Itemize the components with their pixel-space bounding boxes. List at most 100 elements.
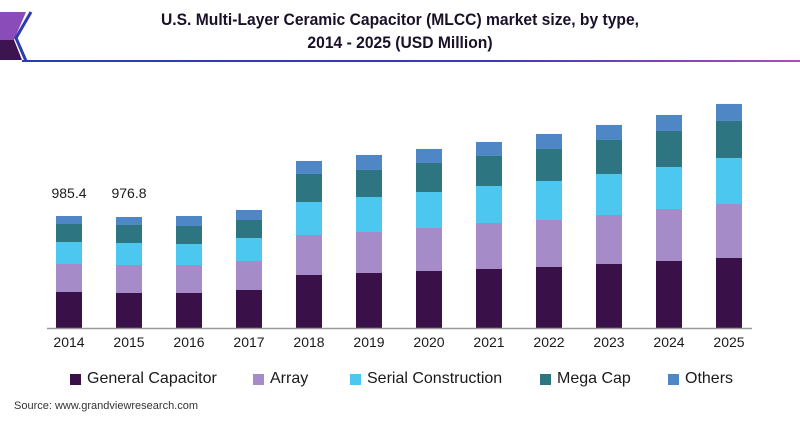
x-tick-label-2025: 2025 [713, 334, 744, 350]
bar-segment-array-2023 [596, 214, 622, 264]
legend-swatch [540, 373, 551, 385]
legend-swatch [668, 373, 679, 385]
bar-segment-others-2023 [596, 124, 622, 140]
bar-segment-array-2014 [56, 263, 82, 292]
chart-title-line-2: 2014 - 2025 (USD Million) [307, 33, 493, 52]
bar-segment-others-2016 [176, 215, 202, 226]
source-note: Source: www.grandviewresearch.com [14, 400, 199, 412]
bar-segment-serial-construction-2016 [176, 243, 202, 265]
bar-segment-mega-cap-2022 [536, 148, 562, 181]
chart-legend: General Capacitor Array Serial Construct… [0, 370, 800, 392]
bar-segment-mega-cap-2021 [476, 155, 502, 186]
bar-segment-serial-construction-2024 [656, 166, 682, 209]
brand-logo [0, 11, 800, 62]
bar-segment-serial-construction-2018 [296, 201, 322, 235]
logo-dark-shape [0, 40, 22, 60]
legend-label: General Capacitor [87, 370, 217, 387]
bar-segment-general-capacitor-2020 [416, 270, 442, 328]
x-tick-label-2014: 2014 [53, 334, 84, 350]
x-tick-label-2015: 2015 [113, 334, 144, 350]
x-tick-label-2017: 2017 [233, 334, 264, 350]
bar-segment-serial-construction-2025 [716, 157, 742, 204]
bar-segment-general-capacitor-2016 [176, 292, 202, 328]
bar-segment-general-capacitor-2023 [596, 263, 622, 328]
bar-segment-array-2016 [176, 264, 202, 293]
bar-segment-others-2014 [56, 216, 82, 224]
legend-swatch [253, 373, 264, 385]
data-label-2015: 976.8 [111, 185, 146, 201]
bar-segment-mega-cap-2025 [716, 120, 742, 158]
bar-segment-array-2018 [296, 234, 322, 275]
legend-label: Serial Construction [367, 370, 503, 387]
bar-segment-general-capacitor-2014 [56, 291, 82, 328]
bar-segment-array-2022 [536, 219, 562, 267]
x-tick-label-2024: 2024 [653, 334, 684, 350]
legend-label: Mega Cap [557, 370, 631, 387]
bar-segment-mega-cap-2020 [416, 162, 442, 192]
bar-segment-mega-cap-2015 [116, 224, 142, 243]
bar-segment-mega-cap-2014 [56, 223, 82, 242]
bar-segment-others-2015 [116, 216, 142, 225]
data-label-2014: 985.4 [51, 185, 86, 201]
x-tick-label-2023: 2023 [593, 334, 624, 350]
bar-segment-mega-cap-2017 [236, 219, 262, 238]
bar-segment-general-capacitor-2019 [356, 272, 382, 328]
legend-item-others: Others [668, 370, 733, 388]
bar-segment-others-2017 [236, 209, 262, 220]
legend-swatch [350, 373, 361, 385]
bar-segment-mega-cap-2024 [656, 130, 682, 167]
title-rule [22, 60, 800, 62]
chart-title: U.S. Multi-Layer Ceramic Capacitor (MLCC… [0, 8, 800, 54]
chart-plot: 2014 2015 2016 2017 2018 2019 2020 2021 2022 2023… [47, 103, 752, 350]
bar-segment-mega-cap-2023 [596, 139, 622, 174]
bar-segment-array-2021 [476, 222, 502, 269]
bar-segment-serial-construction-2022 [536, 180, 562, 220]
bar-segment-serial-construction-2017 [236, 237, 262, 261]
x-tick-label-2022: 2022 [533, 334, 564, 350]
x-tick-label-2020: 2020 [413, 334, 444, 350]
bar-segment-serial-construction-2023 [596, 173, 622, 215]
bar-segment-array-2017 [236, 260, 262, 290]
legend-swatch [70, 373, 81, 385]
x-tick-label-2019: 2019 [353, 334, 384, 350]
logo-blue-chevron [14, 11, 33, 62]
bar-segment-others-2024 [656, 114, 682, 131]
bar-segment-others-2018 [296, 160, 322, 174]
bar-segment-array-2025 [716, 203, 742, 258]
legend-label: Others [685, 370, 734, 387]
bar-segment-array-2019 [356, 231, 382, 273]
legend-item-array: Array [253, 370, 308, 388]
bar-segment-mega-cap-2018 [296, 173, 322, 202]
bar-segment-general-capacitor-2015 [116, 292, 142, 328]
bar-segment-general-capacitor-2022 [536, 266, 562, 328]
bar-segment-serial-construction-2021 [476, 185, 502, 223]
bar-segment-serial-construction-2019 [356, 196, 382, 232]
x-tick-label-2021: 2021 [473, 334, 504, 350]
bar-segment-others-2025 [716, 103, 742, 121]
chart-title-line-1: U.S. Multi-Layer Ceramic Capacitor (MLCC… [160, 10, 640, 29]
legend-item-general-capacitor: General Capacitor [70, 370, 217, 388]
bar-segment-others-2019 [356, 154, 382, 170]
bar-segment-others-2020 [416, 148, 442, 163]
bar-segment-general-capacitor-2025 [716, 257, 742, 328]
bar-segment-mega-cap-2016 [176, 225, 202, 244]
x-tick-label-2018: 2018 [293, 334, 324, 350]
bar-segment-serial-construction-2015 [116, 242, 142, 265]
bar-segment-serial-construction-2020 [416, 191, 442, 228]
bar-segment-others-2022 [536, 133, 562, 149]
bar-segment-array-2024 [656, 208, 682, 261]
bar-segment-mega-cap-2019 [356, 169, 382, 197]
bar-segment-general-capacitor-2018 [296, 274, 322, 328]
x-tick-label-2016: 2016 [173, 334, 204, 350]
bar-segment-serial-construction-2014 [56, 241, 82, 264]
bar-segment-array-2015 [116, 264, 142, 293]
bar-segment-others-2021 [476, 141, 502, 156]
bar-segment-general-capacitor-2017 [236, 289, 262, 328]
logo-purple-shape [0, 12, 26, 40]
bar-segment-general-capacitor-2024 [656, 260, 682, 328]
legend-label: Array [270, 370, 309, 387]
bar-segment-array-2020 [416, 227, 442, 271]
bar-segment-general-capacitor-2021 [476, 268, 502, 328]
legend-item-serial-construction: Serial Construction [350, 370, 502, 388]
legend-item-mega-cap: Mega Cap [540, 370, 631, 388]
